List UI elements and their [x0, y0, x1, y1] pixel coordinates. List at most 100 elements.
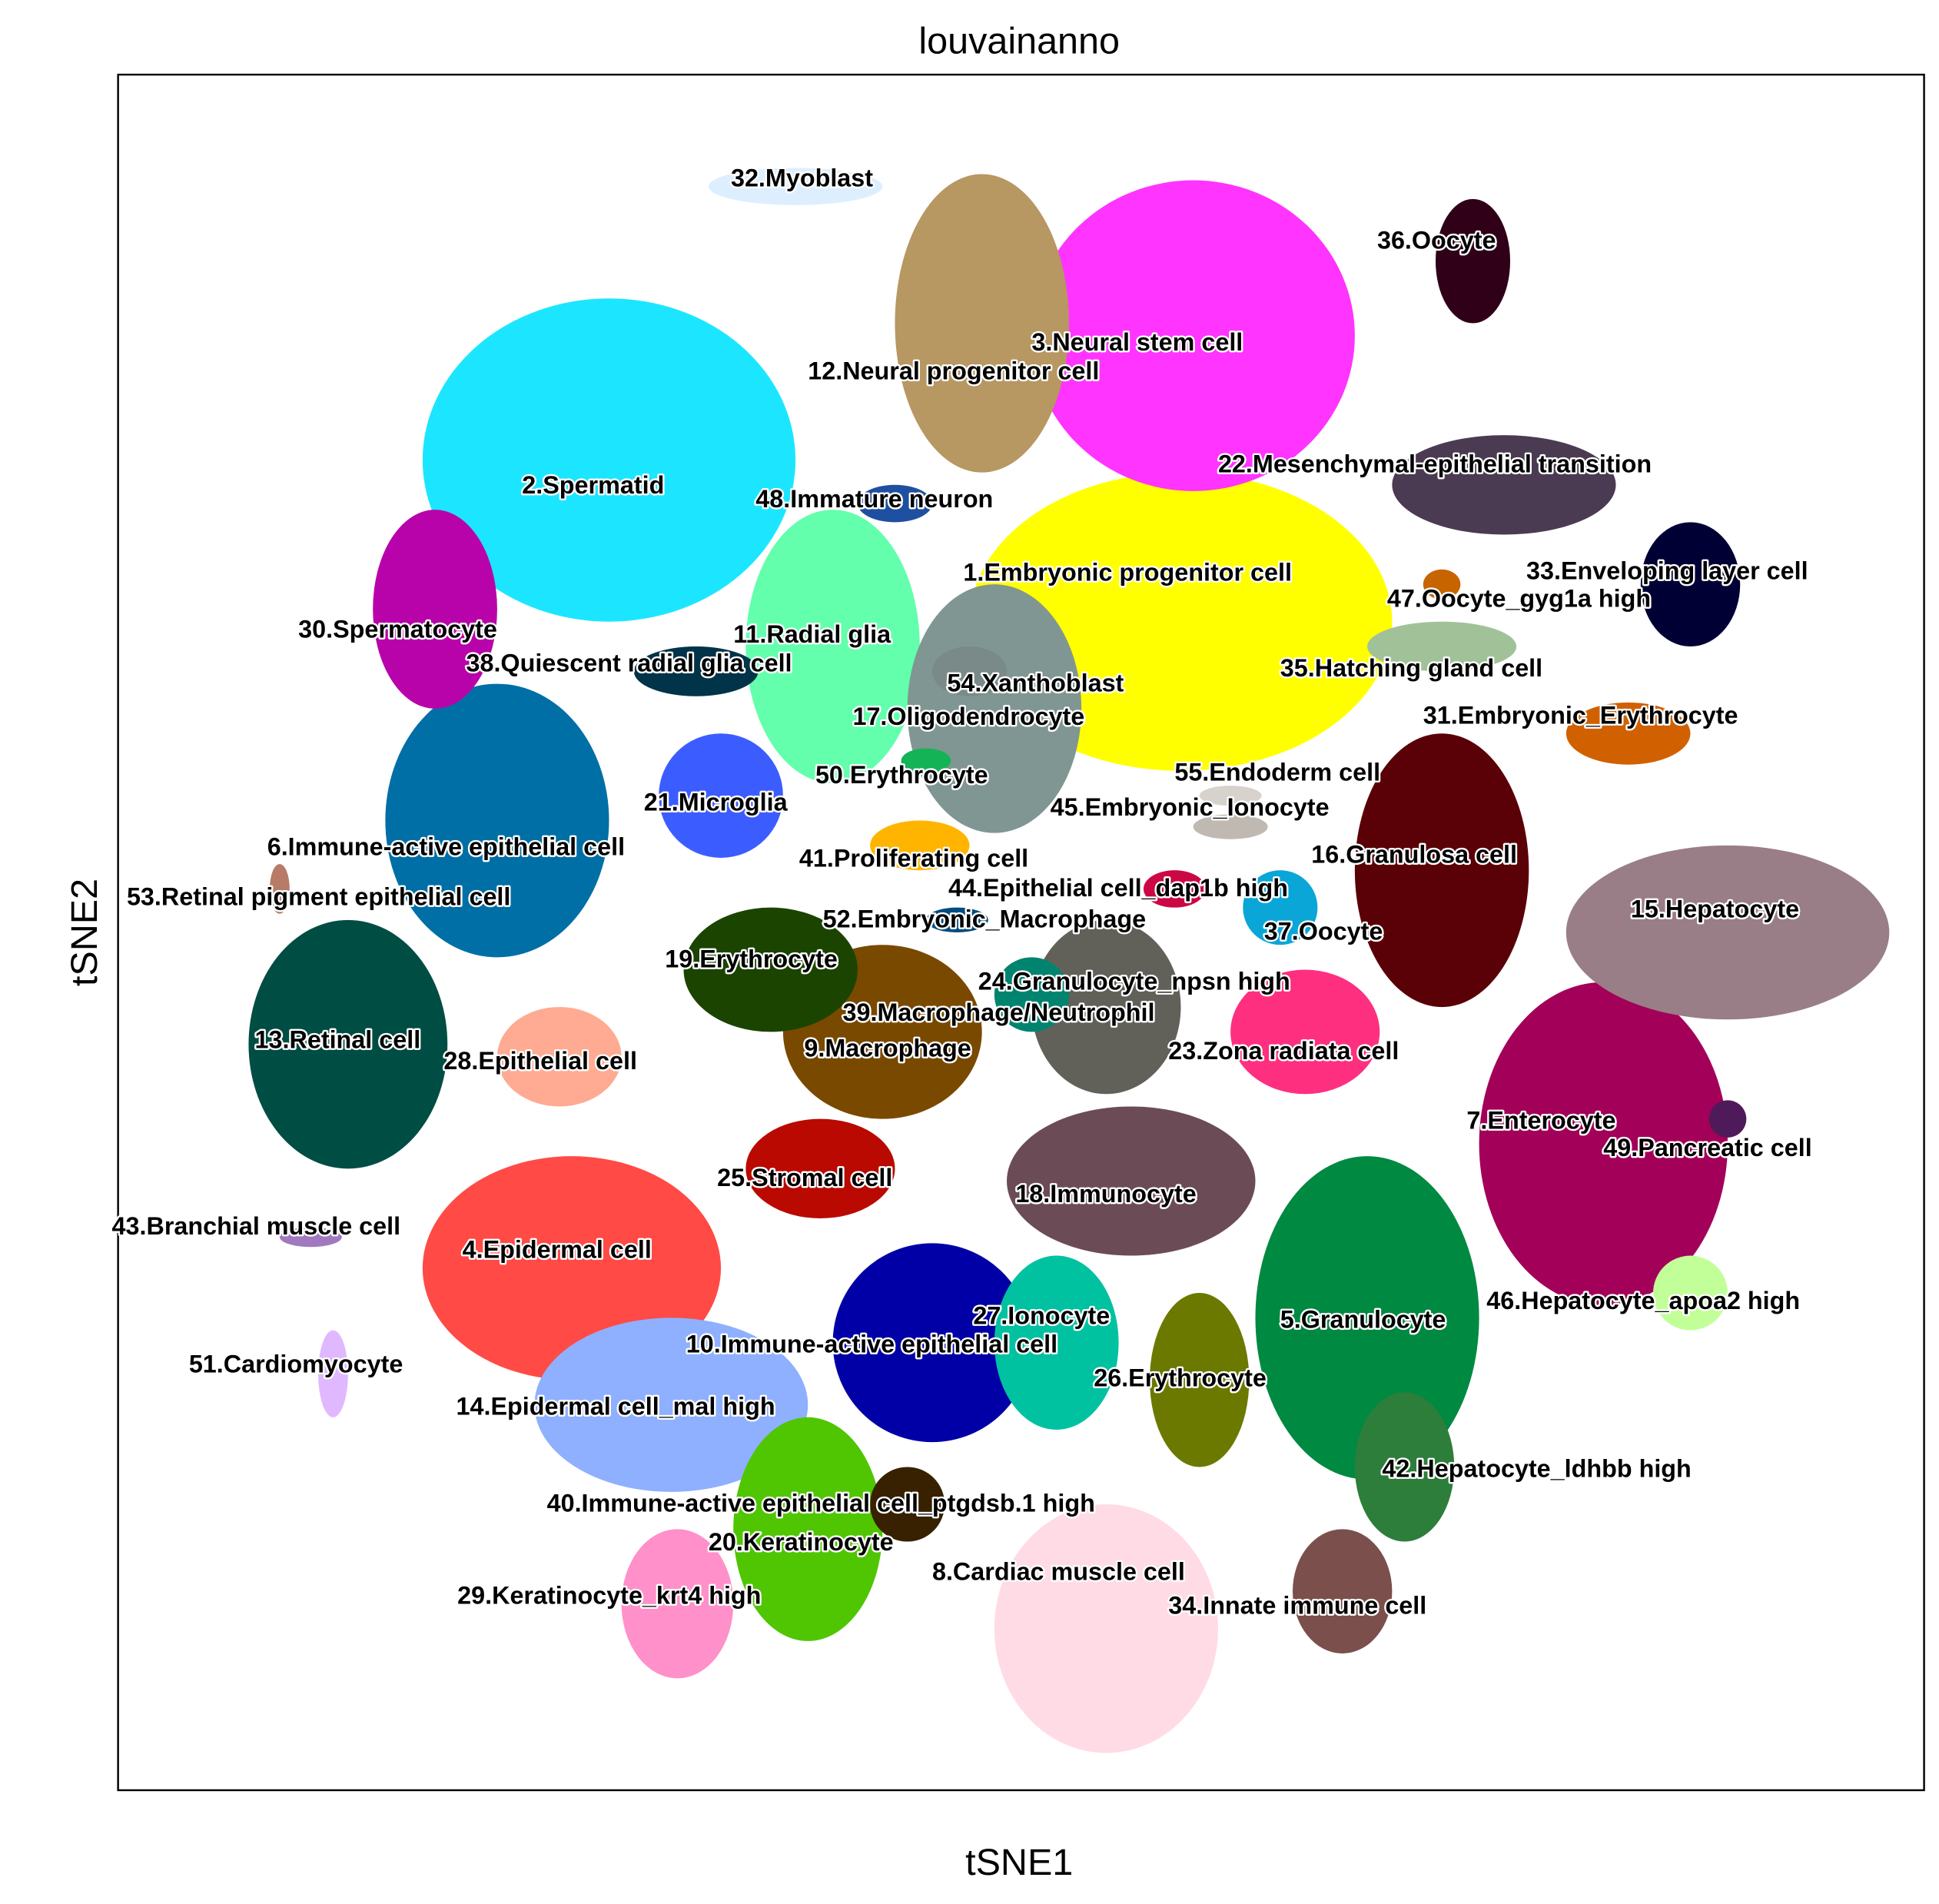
- cluster-blob: [1435, 198, 1511, 324]
- cluster-label: 17.Oligodendrocyte: [852, 703, 1084, 730]
- cluster-label: 3.Neural stem cell: [1031, 328, 1243, 356]
- cluster-label: 1.Embryonic progenitor cell: [963, 558, 1292, 586]
- cluster-label: 55.Endoderm cell: [1174, 759, 1380, 786]
- cluster-label: 49.Pancreatic cell: [1603, 1134, 1811, 1161]
- cluster-blob: [1293, 1529, 1393, 1654]
- axes-frame: [117, 73, 1925, 1792]
- cluster-blob: [1143, 870, 1206, 908]
- cluster-blob: [745, 510, 920, 783]
- cluster-blob: [931, 646, 1008, 696]
- cluster-label: 27.Ionocyte: [973, 1301, 1110, 1329]
- cluster-label: 45.Embryonic_Ionocyte: [1051, 793, 1330, 821]
- cluster-label: 19.Erythrocyte: [665, 945, 838, 972]
- cluster-label: 50.Erythrocyte: [815, 761, 988, 789]
- cluster-blob: [907, 584, 1082, 833]
- x-axis-label: tSNE1: [965, 1842, 1073, 1883]
- cluster-label: 2.Spermatid: [522, 471, 664, 499]
- cluster-label: 12.Neural progenitor cell: [808, 357, 1099, 384]
- cluster-blob: [870, 820, 970, 871]
- cluster-blob: [1392, 435, 1616, 535]
- cluster-blob: [659, 733, 783, 858]
- cluster-blob: [279, 1227, 342, 1248]
- cluster-blob: [1199, 786, 1262, 806]
- cluster-blob: [925, 907, 988, 933]
- cluster-label: 6.Immune-active epithelial cell: [267, 833, 625, 861]
- cluster-label: 42.Hepatocyte_ldhbb high: [1382, 1454, 1691, 1482]
- cluster-blob: [373, 510, 497, 709]
- cluster-blob: [1367, 621, 1517, 672]
- cluster-blob: [870, 1467, 945, 1542]
- cluster-blob: [994, 957, 1069, 1032]
- cluster-blob: [1007, 1106, 1256, 1256]
- cluster-blob: [901, 748, 951, 774]
- cluster-label: 25.Stromal cell: [717, 1164, 892, 1191]
- cluster-blob: [1354, 733, 1529, 1008]
- cluster-label: 29.Keratinocyte_krt4 high: [457, 1581, 761, 1609]
- cluster-label: 32.Myoblast: [731, 164, 873, 192]
- cluster-label: 31.Embryonic_Erythrocyte: [1423, 701, 1738, 729]
- cluster-blob: [745, 1118, 895, 1219]
- cluster-blob: [422, 298, 796, 622]
- cluster-label: 23.Zona radiata cell: [1168, 1037, 1399, 1065]
- cluster-blob: [1031, 180, 1355, 491]
- cluster-label: 28.Epithelial cell: [443, 1047, 637, 1075]
- cluster-label: 11.Radial glia: [733, 620, 891, 648]
- cluster-blob: [994, 1255, 1119, 1430]
- plot-area: [248, 168, 1890, 1753]
- cluster-blob: [496, 1007, 622, 1107]
- cluster-label: 26.Erythrocyte: [1094, 1364, 1267, 1391]
- cluster-blob: [385, 683, 609, 958]
- cluster-blob: [895, 174, 1069, 473]
- cluster-blob: [857, 484, 932, 523]
- cluster-label: 34.Innate immune cell: [1168, 1591, 1426, 1619]
- cluster-label: 35.Hatching gland cell: [1280, 654, 1542, 682]
- cluster-label: 33.Enveloping layer cell: [1526, 557, 1808, 585]
- cluster-label: 22.Mesenchymal-epithelial transition: [1218, 450, 1652, 478]
- cluster-blob: [1193, 814, 1268, 839]
- cluster-label: 9.Macrophage: [804, 1035, 971, 1062]
- cluster-blob: [1479, 982, 1728, 1306]
- cluster-blob: [1640, 522, 1741, 647]
- cluster-label: 16.Granulosa cell: [1311, 840, 1517, 868]
- chart-title: louvainanno: [918, 20, 1120, 61]
- cluster-label: 54.Xanthoblast: [947, 669, 1124, 696]
- cluster-label: 40.Immune-active epithelial cell_ptgdsb.…: [547, 1490, 1095, 1517]
- cluster-blob: [1243, 870, 1318, 945]
- cluster-blob: [994, 1504, 1218, 1753]
- cluster-blob: [1708, 1100, 1747, 1138]
- cluster-label: 44.Epithelial cell_dap1b high: [948, 874, 1288, 902]
- cluster-label: 15.Hepatocyte: [1631, 896, 1799, 923]
- cluster-blob: [621, 1529, 734, 1679]
- cluster-blob: [1354, 1392, 1455, 1542]
- cluster-label: 47.Oocyte_gyg1a high: [1387, 584, 1651, 612]
- cluster-blob: [1423, 569, 1461, 600]
- cluster-label: 14.Epidermal cell_mal high: [457, 1393, 775, 1421]
- cluster-label: 39.Macrophage/Neutrophil: [843, 999, 1155, 1026]
- cluster-blob: [1653, 1255, 1728, 1331]
- cluster-blob: [633, 646, 759, 696]
- cluster-blob: [832, 1243, 1032, 1443]
- cluster-label: 21.Microglia: [644, 789, 789, 816]
- cluster-label: 8.Cardiac muscle cell: [932, 1558, 1185, 1586]
- cluster-label: 43.Branchial muscle cell: [112, 1212, 401, 1240]
- cluster-blob: [1230, 969, 1380, 1095]
- cluster-blob: [318, 1330, 348, 1417]
- cluster-blob: [1565, 845, 1890, 1020]
- cluster-label: 24.Granulocyte_npsn high: [978, 967, 1290, 995]
- cluster-blob: [1031, 919, 1181, 1095]
- cluster-label: 48.Immature neuron: [755, 485, 993, 513]
- cluster-label: 20.Keratinocyte: [709, 1528, 894, 1556]
- cluster-blob: [1565, 702, 1691, 765]
- cluster-blob: [248, 919, 448, 1169]
- cluster-labels: 1.Embryonic progenitor cell 2.Spermatid 3.…: [110, 162, 1814, 1621]
- cluster-label: 53.Retinal pigment epithelial cell: [127, 882, 510, 910]
- cluster-blob: [269, 864, 290, 914]
- cluster-blob: [1150, 1293, 1250, 1467]
- cluster-label: 36.Oocyte: [1377, 227, 1496, 254]
- cluster-label: 30.Spermatocyte: [298, 616, 497, 643]
- cluster-label: 52.Embryonic_Macrophage: [823, 905, 1146, 933]
- cluster-label: 41.Proliferating cell: [799, 844, 1028, 872]
- cluster-label: 5.Granulocyte: [1280, 1305, 1446, 1333]
